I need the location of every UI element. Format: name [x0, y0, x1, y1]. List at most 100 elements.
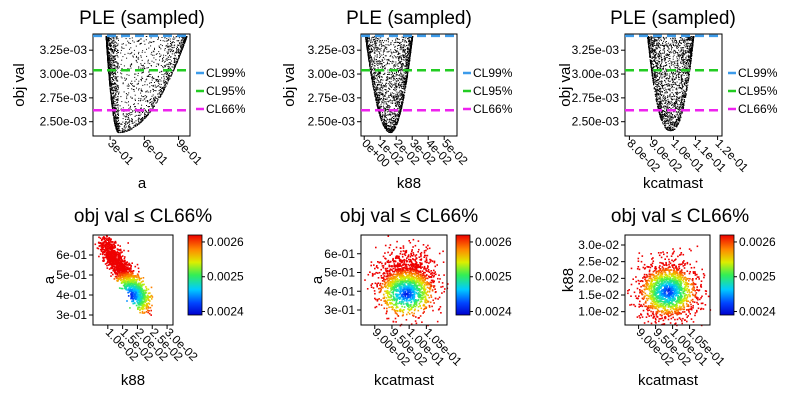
data-point [651, 58, 653, 59]
data-point [375, 39, 377, 41]
data-point [390, 51, 392, 53]
data-point [404, 65, 406, 67]
data-point [177, 52, 179, 54]
data-point [393, 42, 395, 44]
data-point [405, 55, 407, 57]
data-point [153, 97, 154, 99]
data-point [144, 95, 146, 97]
data-point [408, 48, 410, 50]
data-point [138, 100, 140, 102]
data-point [393, 127, 395, 129]
data-point [405, 82, 407, 84]
data-point [388, 81, 390, 83]
data-point [377, 105, 379, 107]
data-point [132, 85, 134, 87]
data-point [162, 92, 164, 94]
data-point [161, 77, 163, 79]
data-point [386, 76, 387, 78]
data-point [140, 120, 142, 122]
data-point [126, 57, 128, 59]
data-point [135, 45, 137, 47]
panel-2: PLE (sampled)2.50e-032.75e-033.00e-033.2… [281, 8, 513, 192]
data-point [689, 59, 691, 61]
data-point [385, 47, 386, 49]
data-point [160, 94, 162, 96]
data-point [380, 87, 382, 89]
data-point [170, 60, 172, 62]
data-point [170, 67, 172, 69]
data-point [140, 108, 142, 110]
data-point [113, 90, 115, 92]
data-point [159, 93, 161, 95]
data-point [399, 93, 401, 95]
data-point [372, 79, 374, 81]
data-point [664, 97, 666, 99]
data-point [113, 98, 114, 100]
data-point [169, 45, 171, 47]
data-point [111, 87, 113, 89]
data-point [391, 53, 393, 55]
data-point [377, 93, 379, 95]
data-point [126, 114, 128, 115]
data-point [117, 51, 119, 53]
data-point [375, 47, 377, 49]
data-point [114, 88, 116, 90]
data-point [389, 72, 391, 74]
data-point [385, 46, 387, 48]
data-point [116, 104, 118, 106]
data-point [109, 56, 111, 58]
data-point [406, 67, 408, 69]
data-point [383, 118, 385, 120]
data-point [148, 109, 149, 111]
data-point [380, 116, 382, 118]
data-point [107, 63, 109, 65]
data-point [407, 51, 408, 53]
data-point [168, 67, 170, 69]
data-point [402, 54, 404, 56]
data-point [123, 130, 125, 132]
data-point [119, 122, 120, 124]
data-point [144, 62, 146, 64]
data-point [151, 60, 153, 62]
data-point [376, 102, 378, 104]
data-point [678, 59, 680, 61]
data-point [107, 46, 109, 48]
data-point [408, 57, 410, 59]
data-point [159, 56, 161, 58]
data-point [679, 37, 681, 39]
data-point [160, 65, 162, 66]
data-point [369, 61, 371, 63]
data-point [395, 75, 397, 77]
data-point [370, 57, 372, 59]
data-point [140, 55, 142, 57]
data-point [379, 73, 380, 74]
data-point [154, 49, 155, 51]
data-point [395, 116, 397, 118]
data-point [168, 48, 170, 50]
data-point [412, 36, 413, 38]
data-point [389, 100, 391, 102]
data-point [392, 116, 394, 118]
data-point [393, 122, 395, 124]
data-point [409, 60, 411, 62]
data-point [114, 86, 116, 88]
data-point [145, 114, 147, 116]
data-point [186, 36, 188, 37]
data-point [116, 62, 118, 64]
data-point [373, 78, 375, 80]
data-point [370, 66, 372, 68]
data-point [405, 52, 407, 54]
data-point [387, 41, 389, 43]
data-point [680, 96, 682, 98]
data-point [113, 111, 114, 113]
data-point [114, 44, 116, 46]
data-point [403, 83, 405, 85]
data-point [399, 92, 401, 94]
data-point [107, 63, 109, 65]
data-point [182, 45, 184, 47]
data-point [679, 116, 681, 118]
data-point [138, 88, 140, 90]
data-point [407, 58, 409, 60]
data-point [373, 38, 375, 40]
legend-label: CL66% [206, 102, 246, 116]
